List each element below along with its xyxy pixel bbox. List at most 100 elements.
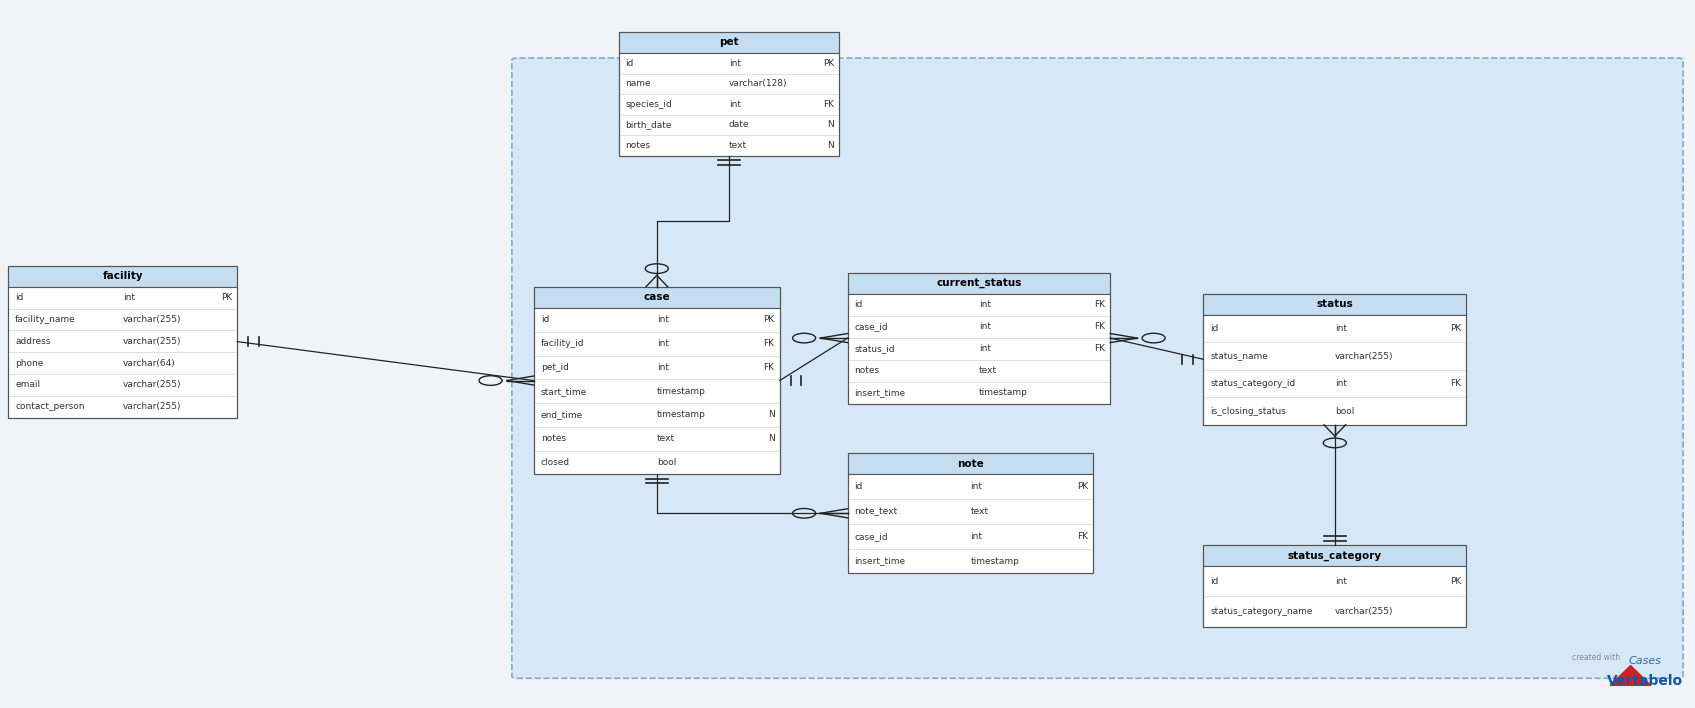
Text: varchar(255): varchar(255) [1336, 607, 1393, 616]
Text: Cases: Cases [1629, 656, 1661, 666]
Text: timestamp: timestamp [980, 388, 1027, 397]
FancyBboxPatch shape [8, 266, 237, 287]
Text: PK: PK [1449, 577, 1461, 586]
Text: id: id [854, 482, 863, 491]
Text: PK: PK [763, 315, 775, 324]
Text: int: int [1336, 379, 1348, 388]
Text: PK: PK [1449, 324, 1461, 333]
Text: varchar(255): varchar(255) [124, 337, 181, 346]
Text: text: text [729, 141, 747, 150]
FancyBboxPatch shape [534, 287, 780, 308]
Text: PK: PK [822, 59, 834, 68]
Text: int: int [980, 322, 992, 331]
Text: FK: FK [1078, 532, 1088, 541]
Polygon shape [1610, 666, 1651, 685]
Text: current_status: current_status [936, 278, 1022, 288]
Text: name: name [625, 79, 651, 88]
Text: address: address [15, 337, 51, 346]
Text: int: int [1336, 577, 1348, 586]
Text: int: int [658, 315, 670, 324]
Text: facility: facility [103, 271, 142, 281]
Text: N: N [827, 120, 834, 130]
Text: int: int [658, 339, 670, 348]
FancyBboxPatch shape [534, 308, 780, 474]
Text: facility_id: facility_id [541, 339, 585, 348]
Text: int: int [970, 482, 983, 491]
Text: id: id [1210, 577, 1219, 586]
FancyBboxPatch shape [1203, 545, 1466, 566]
Text: phone: phone [15, 359, 44, 367]
FancyBboxPatch shape [512, 58, 1683, 678]
Text: timestamp: timestamp [970, 556, 1019, 566]
Text: bool: bool [1336, 406, 1354, 416]
Text: N: N [827, 141, 834, 150]
Text: id: id [541, 315, 549, 324]
Text: insert_time: insert_time [854, 388, 905, 397]
Text: int: int [980, 344, 992, 353]
Text: pet_id: pet_id [541, 363, 568, 372]
Text: int: int [658, 363, 670, 372]
Text: status_category_id: status_category_id [1210, 379, 1295, 388]
Text: FK: FK [1451, 379, 1461, 388]
Text: pet: pet [719, 38, 739, 47]
Text: FK: FK [1095, 344, 1105, 353]
Text: is_closing_status: is_closing_status [1210, 406, 1287, 416]
Text: case: case [644, 292, 670, 302]
Text: start_time: start_time [541, 387, 586, 396]
Text: N: N [768, 411, 775, 419]
FancyBboxPatch shape [848, 273, 1110, 294]
Text: PK: PK [220, 293, 232, 302]
Text: FK: FK [1095, 300, 1105, 309]
Text: int: int [1336, 324, 1348, 333]
Text: species_id: species_id [625, 100, 673, 109]
Text: FK: FK [764, 339, 775, 348]
Text: int: int [980, 300, 992, 309]
Text: FK: FK [764, 363, 775, 372]
Text: birth_date: birth_date [625, 120, 671, 130]
Text: status_category_name: status_category_name [1210, 607, 1312, 616]
Text: FK: FK [824, 100, 834, 109]
Text: note: note [958, 459, 983, 469]
Text: notes: notes [854, 366, 880, 375]
FancyBboxPatch shape [1203, 315, 1466, 425]
FancyBboxPatch shape [848, 474, 1093, 573]
Text: contact_person: contact_person [15, 402, 85, 411]
Text: FK: FK [1095, 322, 1105, 331]
Text: timestamp: timestamp [658, 387, 705, 396]
Text: PK: PK [1076, 482, 1088, 491]
Text: varchar(255): varchar(255) [1336, 352, 1393, 360]
Text: facility_name: facility_name [15, 315, 76, 324]
Text: varchar(255): varchar(255) [124, 402, 181, 411]
Text: status: status [1317, 299, 1353, 309]
Text: email: email [15, 380, 41, 389]
Text: varchar(64): varchar(64) [124, 359, 176, 367]
FancyBboxPatch shape [848, 294, 1110, 404]
Text: notes: notes [541, 434, 566, 443]
Text: bool: bool [658, 458, 676, 467]
Text: varchar(255): varchar(255) [124, 315, 181, 324]
Text: text: text [658, 434, 675, 443]
Text: created with: created with [1573, 653, 1620, 662]
Text: case_id: case_id [854, 322, 888, 331]
Text: int: int [729, 100, 741, 109]
Text: id: id [15, 293, 24, 302]
Text: text: text [980, 366, 997, 375]
FancyBboxPatch shape [848, 453, 1093, 474]
Text: status_category: status_category [1288, 551, 1381, 561]
Text: end_time: end_time [541, 411, 583, 419]
Text: int: int [970, 532, 983, 541]
Text: text: text [970, 507, 988, 516]
Text: case_id: case_id [854, 532, 888, 541]
Text: notes: notes [625, 141, 651, 150]
Text: id: id [1210, 324, 1219, 333]
Text: insert_time: insert_time [854, 556, 905, 566]
Text: varchar(255): varchar(255) [124, 380, 181, 389]
Text: status_name: status_name [1210, 352, 1268, 360]
Text: id: id [854, 300, 863, 309]
FancyBboxPatch shape [1203, 294, 1466, 315]
Text: timestamp: timestamp [658, 411, 705, 419]
FancyBboxPatch shape [8, 287, 237, 418]
Text: date: date [729, 120, 749, 130]
FancyBboxPatch shape [619, 53, 839, 156]
FancyBboxPatch shape [1203, 566, 1466, 627]
